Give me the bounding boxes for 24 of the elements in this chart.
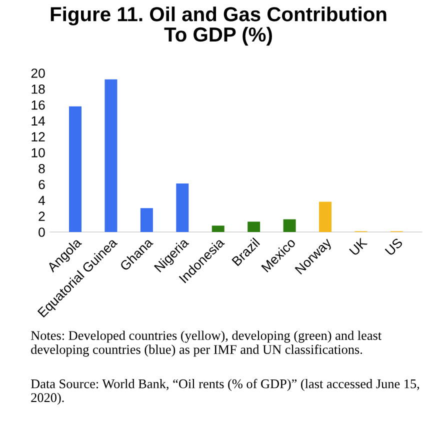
y-tick-label: 10 bbox=[32, 148, 45, 158]
bar bbox=[140, 208, 153, 232]
text: Notes: Developed countries (yellow), developing (green) and least developing countries (blue) as per IMF and UN classifications. bbox=[30, 330, 382, 357]
y-tick-label: 16 bbox=[32, 100, 45, 110]
y-tick-label: 12 bbox=[32, 132, 45, 142]
bar bbox=[69, 106, 82, 232]
y-tick-label: 14 bbox=[32, 116, 46, 126]
bar bbox=[104, 79, 118, 232]
y-tick-label: 18 bbox=[32, 84, 45, 94]
bar bbox=[319, 202, 332, 232]
y-tick-label: 2 bbox=[38, 212, 45, 221]
bar bbox=[212, 226, 224, 232]
bar bbox=[248, 222, 260, 232]
y-tick-label: 4 bbox=[38, 196, 46, 205]
chart-title: Figure 11. Oil and Gas Contribution To GDP (%) bbox=[50, 6, 386, 46]
y-tick-label: 8 bbox=[38, 164, 45, 174]
source-note: Data Source: World Bank, “Oil rents (% of GDP)” (last accessed June 15, 2020). bbox=[30, 378, 420, 405]
x-tick-label: US bbox=[384, 238, 404, 256]
bar bbox=[176, 184, 189, 232]
x-tick-label: UK bbox=[349, 237, 368, 256]
bar bbox=[283, 219, 296, 232]
y-tick-label: 0 bbox=[38, 228, 45, 237]
y-tick-label: 6 bbox=[38, 180, 45, 190]
y-tick-label: 20 bbox=[31, 68, 45, 78]
